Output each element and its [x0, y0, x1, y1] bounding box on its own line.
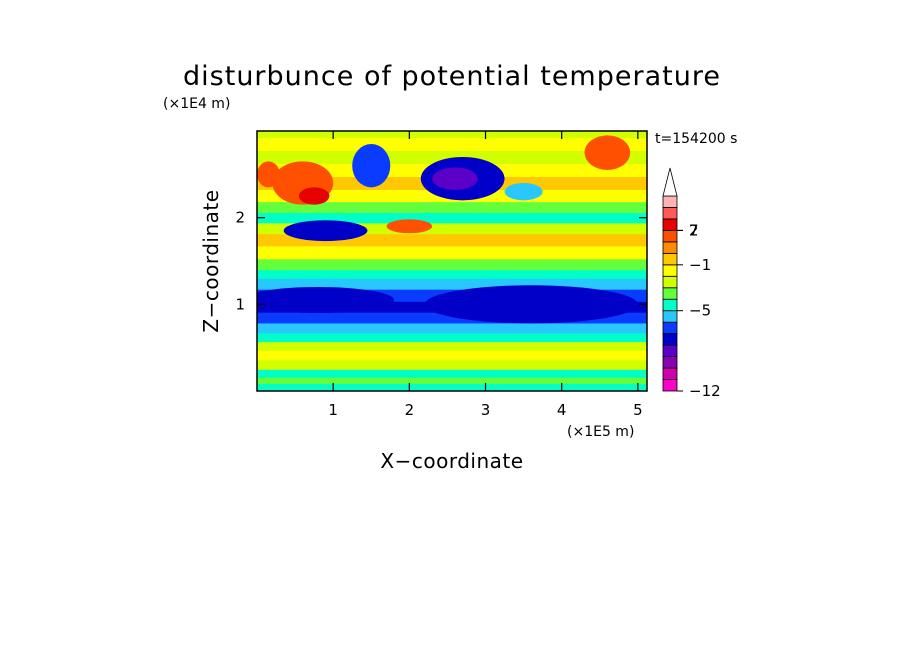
colorbar-swatch: [662, 275, 678, 289]
x-axis: 1 2 3 4 5: [328, 131, 643, 419]
contour-feature: [584, 135, 631, 171]
colorbar-label: −12: [689, 382, 721, 400]
contour-band: [257, 278, 647, 290]
colorbar-swatch: [662, 230, 678, 243]
colorbar-swatch: [662, 252, 678, 266]
contour-band: [257, 201, 647, 213]
x-tick-label: 2: [405, 401, 415, 419]
y-unit-label: (×1E4 m): [163, 96, 230, 112]
contour-band: [257, 383, 647, 391]
contour-band: [257, 341, 647, 351]
colorbar-swatch: [662, 310, 678, 323]
chart-title: disturbunce of potential temperature: [183, 61, 721, 92]
y-tick-label: 2: [235, 209, 245, 227]
contour-band: [257, 131, 647, 138]
contour-band: [257, 222, 647, 235]
contour-band: [257, 258, 647, 271]
colorbar-swatch: [662, 207, 678, 220]
colorbar-swatch: [662, 241, 678, 254]
colorbar: 72 −1 −5 −12: [662, 167, 721, 400]
contour-band: [257, 332, 647, 343]
contour-feature: [424, 285, 638, 324]
colorbar-swatch: [662, 321, 678, 335]
contour-band: [257, 322, 647, 334]
x-tick-label: 4: [557, 401, 567, 419]
colorbar-label: 7: [689, 221, 699, 239]
plot-frame: [256, 130, 648, 392]
contour-field: [257, 131, 647, 391]
x-tick-label: 1: [328, 401, 338, 419]
colorbar-swatch: [662, 298, 678, 312]
colorbar-swatch: [662, 195, 678, 208]
time-label: t=154200 s: [655, 131, 737, 147]
colorbar-label: −5: [689, 302, 711, 320]
contour-band: [257, 137, 647, 151]
contour-band: [257, 359, 647, 370]
colorbar-label: −1: [689, 256, 711, 274]
contour-band: [257, 269, 647, 279]
contour-band: [257, 369, 647, 378]
colorbar-swatch: [662, 344, 678, 357]
y-tick-label: 1: [235, 295, 245, 313]
contour-feature: [298, 187, 330, 205]
contour-feature: [257, 161, 280, 188]
colorbar-swatch: [662, 356, 678, 369]
x-tick-label: 3: [481, 401, 491, 419]
contour-feature: [386, 219, 433, 234]
y-axis: 12: [235, 209, 647, 313]
contour-band: [257, 377, 647, 385]
x-unit-label: (×1E5 m): [567, 424, 634, 440]
colorbar-swatch: [662, 367, 678, 380]
colorbar-label: 2: [689, 221, 699, 239]
x-axis-title: X−coordinate: [380, 449, 523, 473]
contour-feature: [352, 144, 391, 188]
colorbar-swatch: [662, 287, 678, 300]
colorbar-swatch: [662, 379, 678, 392]
x-tick-label: 5: [633, 401, 643, 419]
contour-band: [257, 212, 647, 224]
contour-feature: [432, 167, 478, 190]
contour-feature: [257, 287, 395, 313]
contour-feature: [504, 183, 543, 201]
colorbar-swatch: [662, 333, 678, 346]
contour-feature: [283, 220, 368, 242]
contour-band: [257, 245, 647, 260]
colorbar-swatch: [662, 264, 678, 277]
colorbar-swatch: [662, 218, 678, 231]
contour-band: [257, 312, 647, 324]
contour-band: [257, 350, 647, 361]
colorbar-extend-arrow: [662, 167, 678, 197]
y-axis-title: Z−coordinate: [199, 189, 223, 332]
